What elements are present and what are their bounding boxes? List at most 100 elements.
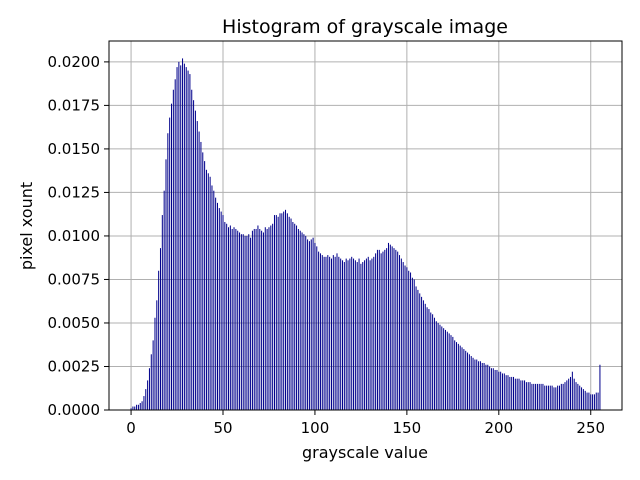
histogram-bar	[376, 249, 378, 410]
histogram-bar	[387, 242, 389, 410]
histogram-bar	[193, 100, 195, 410]
histogram-bar	[511, 376, 513, 410]
histogram-bar	[294, 223, 296, 410]
histogram-bar	[529, 382, 531, 410]
histogram-bar	[307, 239, 309, 410]
histogram-bar	[375, 253, 377, 410]
histogram-bar	[551, 385, 553, 410]
histogram-bar	[553, 387, 555, 410]
histogram-bar	[283, 211, 285, 410]
histogram-bar	[167, 133, 169, 410]
histogram-bar	[490, 368, 492, 410]
histogram-bar	[579, 385, 581, 410]
histogram-bar	[411, 277, 413, 410]
histogram-bar	[527, 382, 529, 410]
histogram-bar	[242, 234, 244, 410]
histogram-bar	[137, 404, 139, 410]
histogram-bar	[588, 392, 590, 410]
y-axis-ticks: 0.0000 0.0025 0.0050 0.0075 0.0100 0.0125 0.01…	[48, 53, 109, 419]
histogram-bar	[410, 272, 412, 410]
y-tick-label: 0.0100	[48, 227, 101, 245]
histogram-bar	[538, 383, 540, 410]
histogram-bar	[299, 230, 301, 410]
histogram-bar	[389, 244, 391, 410]
histogram-bar	[134, 406, 136, 410]
histogram-bar	[421, 296, 423, 410]
histogram-bar	[220, 211, 222, 410]
histogram-bar	[441, 326, 443, 410]
histogram-bar	[334, 256, 336, 410]
histogram-bar	[590, 394, 592, 410]
histogram-bar	[266, 228, 268, 410]
histogram-bar	[560, 383, 562, 410]
x-tick-label: 150	[393, 419, 422, 437]
histogram-bar	[240, 234, 242, 410]
histogram-bar	[557, 385, 559, 410]
histogram-bar	[172, 89, 174, 411]
histogram-bar	[457, 343, 459, 410]
histogram-bar	[516, 378, 518, 410]
histogram-bar	[465, 350, 467, 410]
histogram-bar	[544, 385, 546, 410]
histogram-bar	[257, 225, 259, 410]
histogram-bar	[226, 223, 228, 410]
histogram-bar	[446, 331, 448, 410]
histogram-bar	[182, 58, 184, 410]
histogram-bar	[367, 256, 369, 410]
histogram-bar	[450, 335, 452, 410]
histogram-bar	[443, 328, 445, 410]
histogram-bar	[319, 253, 321, 410]
histogram-bar	[316, 246, 318, 410]
histogram-bar	[171, 103, 173, 411]
histogram-bar	[518, 378, 520, 410]
histogram-bar	[520, 380, 522, 410]
histogram-bar	[340, 258, 342, 410]
histogram-bar	[152, 340, 154, 410]
histogram-bar	[303, 234, 305, 410]
histogram-bar	[439, 324, 441, 410]
histogram-bar	[325, 256, 327, 410]
histogram-bar	[356, 262, 358, 410]
histogram-bar	[456, 342, 458, 410]
histogram-bar	[432, 314, 434, 410]
histogram-bar	[261, 230, 263, 410]
histogram-bar	[536, 383, 538, 410]
histogram-bar	[285, 209, 287, 410]
histogram-bar	[586, 392, 588, 410]
histogram-bar	[452, 336, 454, 410]
histogram-bar	[176, 67, 178, 410]
histogram-bar	[525, 382, 527, 410]
histogram-bar	[342, 260, 344, 410]
histogram-bar	[222, 215, 224, 410]
histogram-bar	[489, 366, 491, 410]
histogram-bar	[558, 385, 560, 410]
histogram-bar	[571, 371, 573, 410]
histogram-bar	[474, 359, 476, 410]
histogram-bar	[468, 354, 470, 410]
x-tick-label: 50	[213, 419, 232, 437]
histogram-bar	[251, 230, 253, 410]
histogram-bar	[408, 270, 410, 410]
histogram-bar	[498, 371, 500, 410]
histogram-bar	[296, 225, 298, 410]
histogram-bar	[183, 63, 185, 411]
histogram-bar	[354, 260, 356, 410]
histogram-bar	[386, 248, 388, 410]
chart-title: Histogram of grayscale image	[222, 16, 508, 38]
histogram-bar	[402, 262, 404, 410]
histogram-bar	[239, 232, 241, 410]
histogram-bar	[216, 202, 218, 410]
histogram-bar	[467, 352, 469, 410]
histogram-bar	[321, 255, 323, 410]
histogram-bar	[593, 394, 595, 410]
histogram-bar	[290, 218, 292, 410]
histogram-bar	[262, 232, 264, 410]
histogram-bar	[483, 363, 485, 410]
histogram-bar	[435, 321, 437, 410]
histogram-bar	[384, 249, 386, 410]
histogram-bar	[323, 256, 325, 410]
histogram-bar	[253, 228, 255, 410]
histogram-bar	[577, 383, 579, 410]
histogram-bar	[413, 279, 415, 410]
